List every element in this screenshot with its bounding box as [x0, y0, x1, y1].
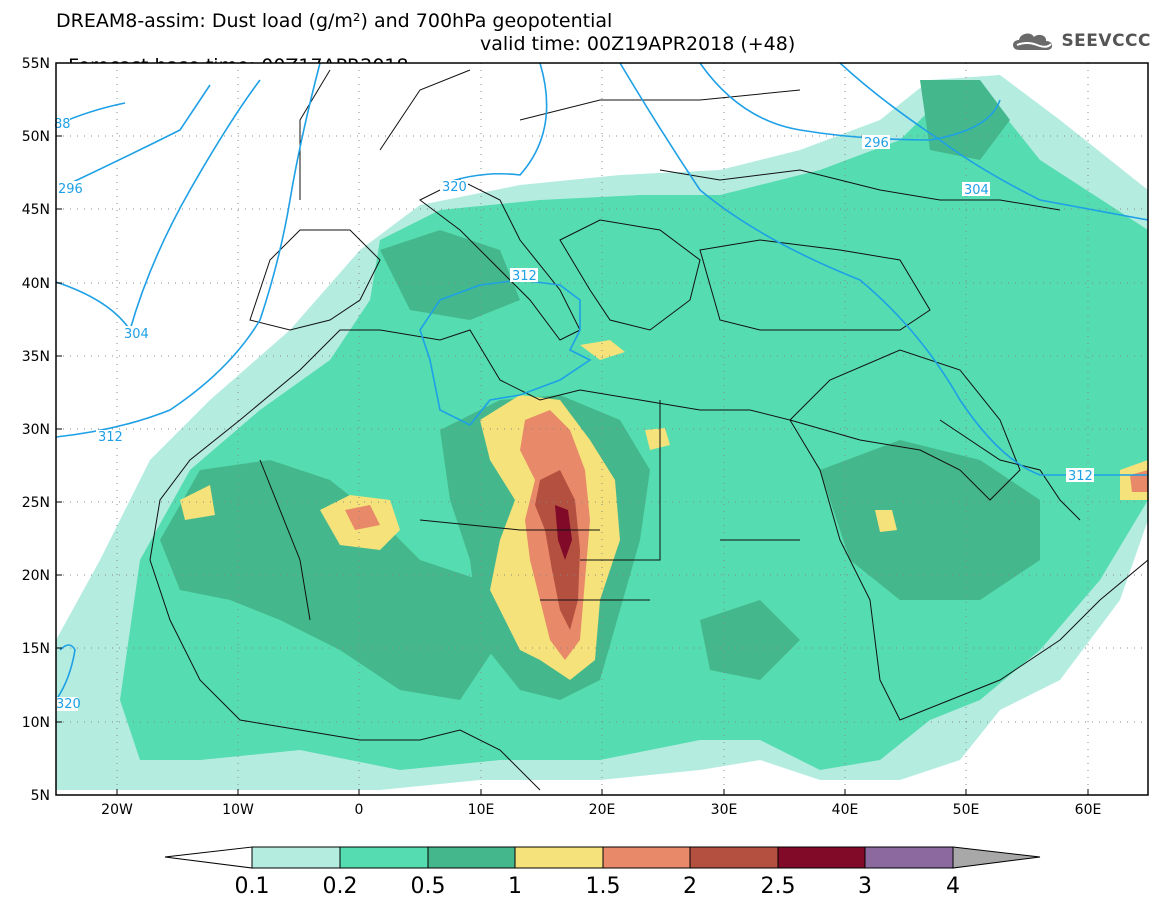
lon-label-50e: 50E	[953, 802, 980, 818]
colorbar-bin-6	[777, 846, 866, 869]
contour-label-296-east: 296	[864, 136, 889, 151]
contour-labels: 88 296 304 312 320 320 312 296 304 312	[52, 117, 1094, 712]
dust-level-0.5e	[700, 600, 800, 680]
contour-label-312-east: 312	[1068, 469, 1093, 484]
lat-label-35n: 35N	[22, 349, 50, 365]
colorbar-bin-1	[339, 846, 429, 869]
colorbar-bin-2	[427, 846, 516, 869]
lat-label-15n: 15N	[22, 641, 50, 657]
axis-ticks	[56, 135, 1089, 795]
colorbar-high-triangle	[952, 846, 1041, 869]
dust-level-2.5	[555, 505, 572, 560]
colorbar-bin-4	[602, 846, 691, 869]
colorbar-label-2: 2	[683, 874, 697, 899]
lat-label-25n: 25N	[22, 495, 50, 511]
dust-level-0.5a	[160, 460, 500, 700]
colorbar-bin-0	[251, 846, 341, 869]
dust-level-1f	[875, 510, 897, 532]
colorbar-label-0.5: 0.5	[411, 874, 446, 899]
lat-label-45n: 45N	[22, 202, 50, 218]
lat-label-55n: 55N	[22, 56, 50, 72]
valid-time: valid time: 00Z19APR2018 (+48)	[480, 33, 796, 55]
colorbar-label-3: 3	[858, 874, 872, 899]
logo-text: SEEVCCC	[1061, 31, 1151, 51]
colorbar	[164, 846, 1041, 869]
dust-level-0.5d	[380, 230, 520, 320]
colorbar-bin-3	[514, 846, 604, 869]
contour-label-320-west: 320	[56, 697, 81, 712]
dust-level-1d	[645, 428, 670, 450]
latitude-labels: 55N 50N 45N 40N 35N 30N 25N 20N 15N 10N …	[22, 56, 50, 804]
lon-label-20e: 20E	[589, 802, 616, 818]
dust-level-1e	[180, 485, 215, 520]
contour-label-312-central: 312	[512, 269, 537, 284]
colorbar-low-triangle	[164, 846, 253, 869]
colorbar-label-4: 4	[946, 874, 960, 899]
contour-label-304-west: 304	[124, 327, 149, 342]
seevccc-logo: SEEVCCC	[1009, 28, 1151, 54]
dust-level-2	[535, 470, 580, 630]
longitude-labels: 20W 10W 0 10E 20E 30E 40E 50E 60E	[101, 802, 1101, 818]
lon-label-30e: 30E	[711, 802, 738, 818]
contour-label-312-west: 312	[98, 430, 123, 445]
lat-label-5n: 5N	[31, 788, 50, 804]
colorbar-label-2.5: 2.5	[761, 874, 796, 899]
colorbar-labels: 0.1 0.2 0.5 1 1.5 2 2.5 3 4	[235, 874, 961, 899]
contour-label-304-east: 304	[964, 183, 989, 198]
colorbar-bin-5	[689, 846, 779, 869]
colorbar-label-1: 1	[508, 874, 522, 899]
map-title: DREAM8-assim: Dust load (g/m²) and 700hP…	[56, 10, 613, 32]
lon-label-60e: 60E	[1075, 802, 1102, 818]
dust-level-0.5c	[820, 440, 1040, 600]
lat-label-40n: 40N	[22, 276, 50, 292]
coastlines	[149, 69, 1148, 791]
contour-label-296-west: 296	[58, 182, 83, 197]
contour-label-88: 88	[54, 117, 71, 132]
lat-label-10n: 10N	[22, 715, 50, 731]
colorbar-label-1.5: 1.5	[586, 874, 621, 899]
lon-label-10w: 10W	[222, 802, 254, 818]
cloud-icon	[1013, 33, 1053, 50]
lon-label-40e: 40E	[832, 802, 859, 818]
colorbar-bin-7	[864, 846, 954, 869]
lat-label-30n: 30N	[22, 422, 50, 438]
lat-label-20n: 20N	[22, 568, 50, 584]
lon-label-20w: 20W	[101, 802, 133, 818]
colorbar-label-0.2: 0.2	[323, 874, 358, 899]
lon-label-10e: 10E	[468, 802, 495, 818]
geopotential-contours	[56, 63, 1148, 701]
dust-level-0.5f	[920, 80, 1010, 160]
colorbar-label-0.1: 0.1	[235, 874, 270, 899]
contour-label-320-north: 320	[442, 180, 467, 195]
graticule	[56, 63, 1148, 795]
lon-label-0: 0	[355, 802, 364, 818]
dust-level-1.5b	[345, 505, 380, 530]
lat-label-50n: 50N	[22, 129, 50, 145]
